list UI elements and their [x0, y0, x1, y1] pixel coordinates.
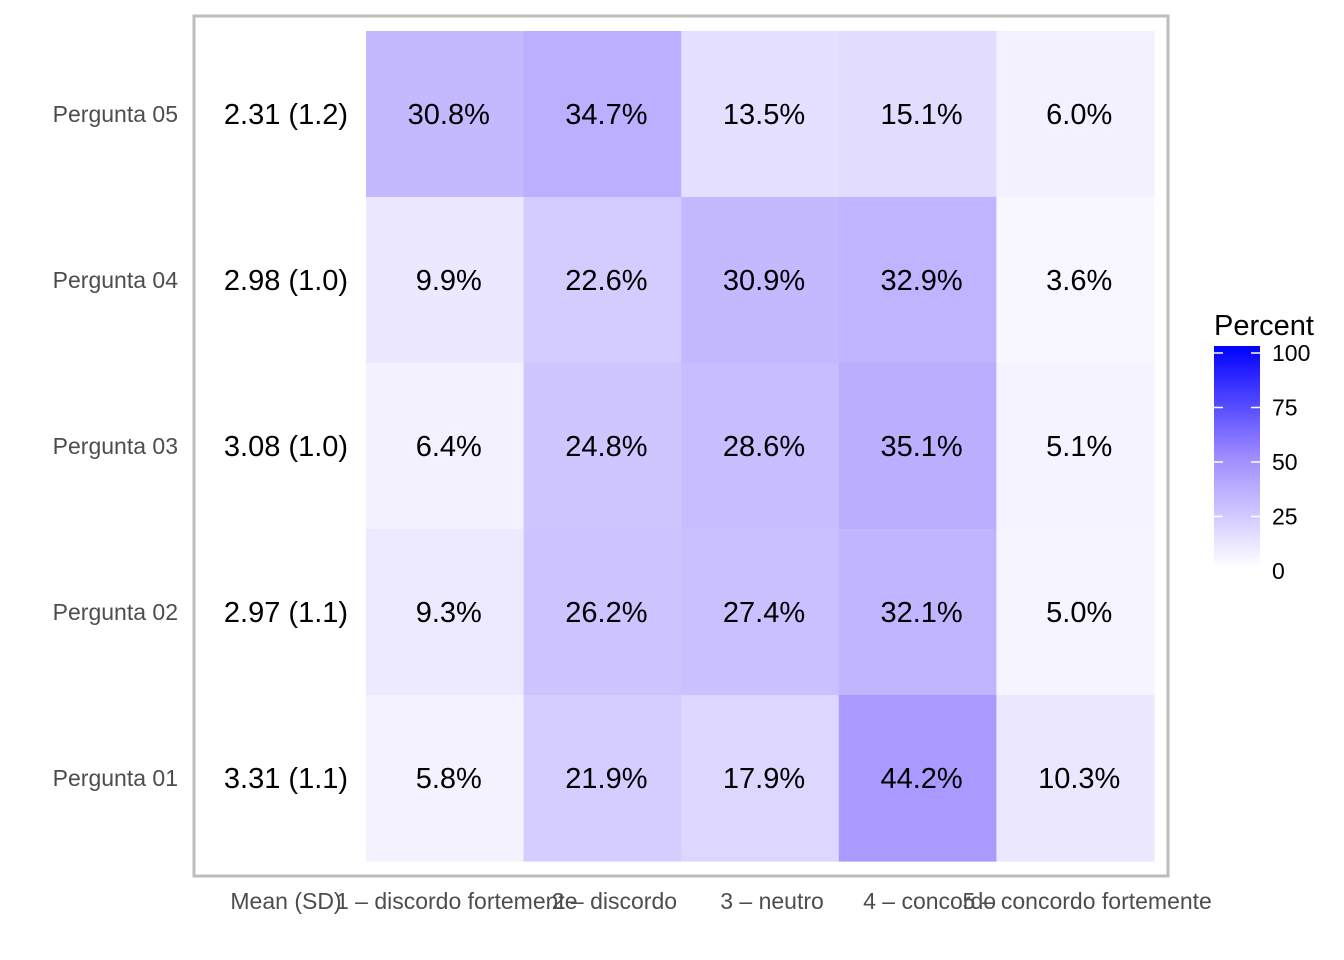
heatmap-cell — [523, 529, 682, 696]
heatmap-cell — [681, 363, 840, 530]
heatmap-cell — [523, 363, 682, 530]
heatmap-cell — [838, 31, 997, 198]
cell-value-label: 26.2% — [565, 597, 647, 629]
x-tick-label: 1 – discordo fortemente — [336, 888, 578, 914]
x-tick-label: 4 – concordo — [863, 888, 996, 914]
cell-value-label: 27.4% — [723, 597, 805, 629]
heatmap-cell — [366, 695, 525, 862]
mean-sd-labels: 2.31 (1.2) 2.98 (1.0) 3.08 (1.0) 2.97 (1.1)… — [224, 99, 348, 795]
y-tick-label: Pergunta 05 — [53, 101, 178, 127]
color-legend: Percent 0 25 50 75 100 — [1214, 310, 1314, 584]
x-tick-label: 2 – discordo — [552, 888, 677, 914]
legend-ticks: 0 25 50 75 100 — [1214, 340, 1310, 584]
mean-sd-label: 2.31 (1.2) — [224, 99, 348, 131]
mean-sd-label: 3.08 (1.0) — [224, 431, 348, 463]
x-tick-label: 3 – neutro — [720, 888, 824, 914]
heatmap-cells — [366, 31, 1155, 862]
panel-border — [192, 14, 1170, 878]
y-axis-labels: Pergunta 05 Pergunta 04 Pergunta 03 Pergunt… — [53, 101, 179, 791]
legend-tick-label: 100 — [1272, 340, 1310, 366]
cell-value-label: 34.7% — [565, 99, 647, 131]
mean-sd-label: 2.98 (1.0) — [224, 265, 348, 297]
legend-tick-label: 25 — [1272, 504, 1298, 530]
cell-value-label: 6.0% — [1046, 99, 1112, 131]
heatmap-cell — [366, 363, 525, 530]
x-tick-label: Mean (SD) — [230, 888, 341, 914]
cell-value-label: 5.1% — [1046, 431, 1112, 463]
cell-value-label: 17.9% — [723, 763, 805, 795]
y-tick-label: Pergunta 03 — [53, 433, 178, 459]
cell-value-label: 32.9% — [880, 265, 962, 297]
legend-tick-label: 0 — [1272, 558, 1285, 584]
cell-value-label: 10.3% — [1038, 763, 1120, 795]
heatmap-cell — [523, 197, 682, 364]
heatmap-cell — [838, 197, 997, 364]
legend-title: Percent — [1214, 310, 1314, 342]
cell-value-label: 15.1% — [880, 99, 962, 131]
cell-value-label: 9.9% — [416, 265, 482, 297]
y-tick-label: Pergunta 01 — [53, 765, 178, 791]
heatmap-cell — [996, 529, 1155, 696]
cell-value-label: 5.0% — [1046, 597, 1112, 629]
heatmap-cell — [996, 695, 1155, 862]
cell-value-label: 13.5% — [723, 99, 805, 131]
cell-value-label: 24.8% — [565, 431, 647, 463]
cell-value-label: 30.8% — [408, 99, 490, 131]
y-tick-label: Pergunta 04 — [53, 267, 179, 293]
legend-tick-label: 50 — [1272, 449, 1298, 475]
cell-value-label: 6.4% — [416, 431, 482, 463]
cell-value-label: 44.2% — [880, 763, 962, 795]
cell-value-label: 21.9% — [565, 763, 647, 795]
cell-value-label: 35.1% — [880, 431, 962, 463]
heatmap-cell — [681, 529, 840, 696]
cell-value-label: 30.9% — [723, 265, 805, 297]
legend-colorbar — [1214, 346, 1260, 568]
cell-value-label: 9.3% — [416, 597, 482, 629]
heatmap-cell — [523, 31, 682, 198]
heatmap-cell — [838, 529, 997, 696]
mean-sd-label: 3.31 (1.1) — [224, 763, 348, 795]
heatmap-cell — [996, 197, 1155, 364]
heatmap-cell — [366, 529, 525, 696]
heatmap-cell — [366, 197, 525, 364]
heatmap-cell — [996, 31, 1155, 198]
y-tick-label: Pergunta 02 — [53, 599, 178, 625]
heatmap-cell-labels: 30.8% 34.7% 13.5% 15.1% 6.0% 9.9% 22.6% 30.9% 32… — [408, 99, 1121, 795]
heatmap-cell — [681, 695, 840, 862]
cell-value-label: 5.8% — [416, 763, 482, 795]
mean-sd-label: 2.97 (1.1) — [224, 597, 348, 629]
x-tick-label: 5 – concordo fortemente — [963, 888, 1212, 914]
cell-value-label: 22.6% — [565, 265, 647, 297]
heatmap-cell — [838, 695, 997, 862]
heatmap-cell — [366, 31, 525, 198]
heatmap-cell — [681, 31, 840, 198]
heatmap-cell — [838, 363, 997, 530]
heatmap-cell — [523, 695, 682, 862]
heatmap-cell — [681, 197, 840, 364]
cell-value-label: 32.1% — [880, 597, 962, 629]
heatmap-cell — [996, 363, 1155, 530]
cell-value-label: 3.6% — [1046, 265, 1112, 297]
legend-tick-label: 75 — [1272, 395, 1298, 421]
cell-value-label: 28.6% — [723, 431, 805, 463]
